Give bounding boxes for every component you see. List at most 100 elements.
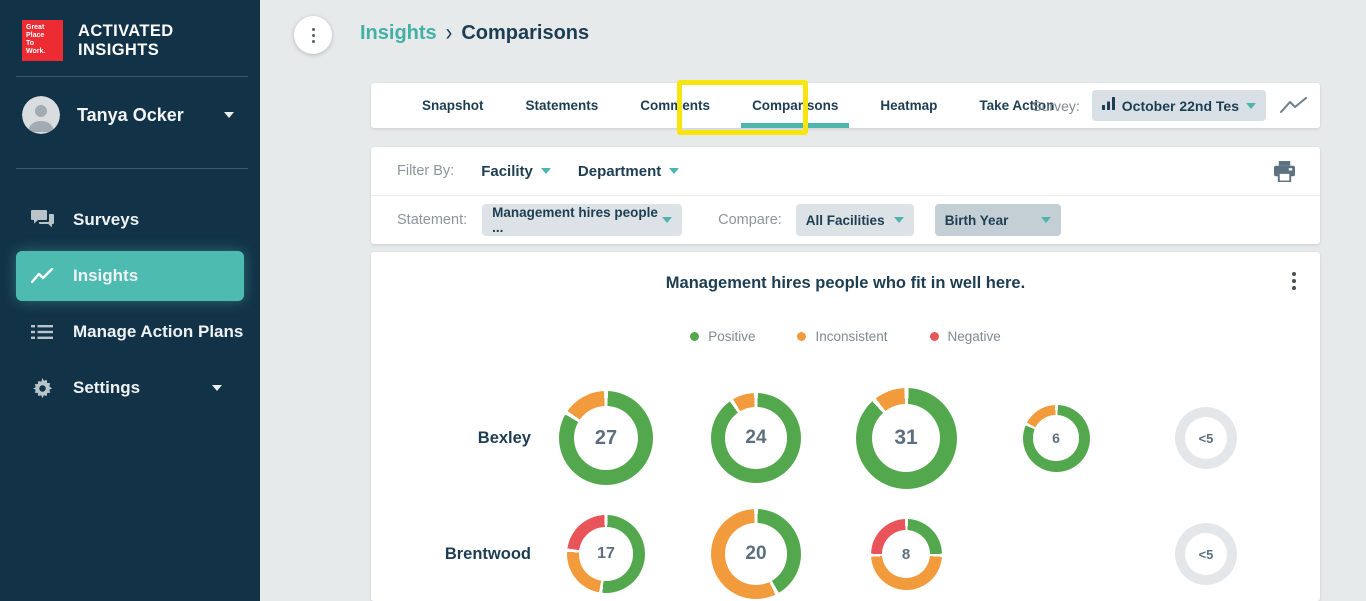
donut-chart: 31 xyxy=(855,387,957,489)
donut-chart: 24 xyxy=(711,393,801,483)
donut-value: <5 xyxy=(1198,430,1214,446)
donut-hole xyxy=(579,527,633,581)
breadcrumb-current: Comparisons xyxy=(461,22,590,44)
tab-statements[interactable]: Statements xyxy=(525,98,599,113)
row-label: Brentwood xyxy=(444,544,531,563)
donut-value: 8 xyxy=(901,545,911,563)
trend-chart-button[interactable] xyxy=(1280,97,1307,114)
donut-cell: 20 xyxy=(681,509,831,599)
department-filter-dropdown[interactable]: Department xyxy=(577,162,680,180)
gear-icon xyxy=(30,377,54,399)
donut-value: 17 xyxy=(597,545,615,562)
donut-hole xyxy=(725,523,787,585)
donut-chart: 17 xyxy=(567,515,645,593)
tab-heatmap[interactable]: Heatmap xyxy=(880,98,938,113)
divider xyxy=(16,168,248,169)
legend-label: Inconsistent xyxy=(815,329,888,344)
sidebar-nav: Surveys Insights Manage xyxy=(0,195,260,413)
filter-by-label: Filter By: xyxy=(397,163,455,179)
list-icon xyxy=(30,324,54,340)
donut-chart: 20 xyxy=(711,509,801,599)
facility-filter-dropdown[interactable]: Facility xyxy=(481,163,551,180)
donut-value: 6 xyxy=(1052,430,1060,446)
sidebar-item-settings[interactable]: Settings xyxy=(16,363,244,413)
positive-dot-icon xyxy=(690,332,700,341)
sidebar-item-label: Settings xyxy=(73,378,141,397)
sidebar: Great Place To Work. ACTIVATED INSIGHTS … xyxy=(0,0,260,601)
tab-take-action[interactable]: Take Action xyxy=(979,98,1055,113)
chevron-down-icon xyxy=(662,217,673,223)
donut-hole xyxy=(881,529,931,579)
donut-cell: 17 xyxy=(531,515,681,593)
donut-chart: <5 xyxy=(1175,523,1237,585)
donut-hole xyxy=(1184,416,1228,460)
compare-demographic-value: Birth Year xyxy=(944,212,1009,228)
donut-chart: 6 xyxy=(1022,404,1090,472)
statement-value: Management hires people ... xyxy=(492,205,658,235)
donut-cell: 31 xyxy=(831,387,981,489)
page-options-button[interactable] xyxy=(294,16,332,54)
chart-legend: Positive Inconsistent Negative xyxy=(371,329,1320,344)
negative-dot-icon xyxy=(929,332,939,341)
sidebar-item-manage-action-plans[interactable]: Manage Action Plans xyxy=(16,307,244,357)
breadcrumb-parent[interactable]: Insights xyxy=(360,22,437,44)
comparison-chart-panel: Management hires people who fit in well … xyxy=(371,252,1320,601)
inconsistent-dot-icon xyxy=(797,332,807,341)
tab-snapshot[interactable]: Snapshot xyxy=(422,98,484,113)
bar-chart-icon xyxy=(1101,96,1115,115)
legend-item-negative: Negative xyxy=(929,329,1001,344)
sidebar-item-label: Surveys xyxy=(73,210,140,229)
chevron-down-icon xyxy=(1246,102,1256,109)
legend-item-inconsistent: Inconsistent xyxy=(797,329,888,344)
statement-row: Statement: Management hires people ... C… xyxy=(371,195,1320,244)
donut-chart: <5 xyxy=(1175,407,1237,469)
survey-dropdown[interactable]: October 22nd Tes xyxy=(1091,90,1266,121)
sidebar-item-insights[interactable]: Insights xyxy=(16,251,244,301)
vertical-ellipsis-icon xyxy=(311,27,315,43)
donut-hole xyxy=(1033,415,1079,461)
legend-label: Positive xyxy=(708,329,756,344)
compare-demographic-dropdown[interactable]: Birth Year xyxy=(934,204,1061,236)
print-button[interactable] xyxy=(1273,160,1296,182)
donut-grid: Bexley 27 24 31 6 <5 Brentwood 17 20 8 <5 xyxy=(371,380,1320,601)
donut-hole xyxy=(871,403,941,473)
chart-row: Brentwood 17 20 8 <5 xyxy=(371,496,1320,601)
logo-line: Work. xyxy=(26,48,46,55)
legend-label: Negative xyxy=(947,329,1001,344)
sidebar-item-label: Manage Action Plans xyxy=(73,322,244,341)
breadcrumb-separator: › xyxy=(445,19,453,47)
sidebar-item-surveys[interactable]: Surveys xyxy=(16,195,244,245)
chart-row: Bexley 27 24 31 6 <5 xyxy=(371,380,1320,496)
donut-cell: <5 xyxy=(1131,407,1281,469)
divider xyxy=(16,76,248,77)
department-filter-label: Department xyxy=(577,162,662,180)
donut-cell: 8 xyxy=(831,518,981,590)
tab-bar: Snapshot Statements Comments Comparisons… xyxy=(371,83,1320,128)
donut-hole xyxy=(725,407,787,469)
compare-facilities-dropdown[interactable]: All Facilities xyxy=(795,204,914,236)
donut-cell: 24 xyxy=(681,393,831,483)
tab-comparisons[interactable]: Comparisons xyxy=(731,83,859,128)
legend-item-positive: Positive xyxy=(690,329,755,344)
facility-filter-label: Facility xyxy=(481,162,533,180)
donut-value: <5 xyxy=(1198,546,1214,562)
chart-menu-button[interactable] xyxy=(1288,268,1300,294)
survey-selector: Survey: October 22nd Tes xyxy=(1032,83,1307,128)
survey-value: October 22nd Tes xyxy=(1121,97,1239,114)
statement-dropdown[interactable]: Management hires people ... xyxy=(482,204,683,236)
row-label: Bexley xyxy=(477,428,531,447)
sidebar-item-label: Insights xyxy=(73,266,139,285)
survey-label: Survey: xyxy=(1032,97,1080,114)
brand-name: ACTIVATED INSIGHTS xyxy=(78,21,174,59)
brand-header: Great Place To Work. ACTIVATED INSIGHTS xyxy=(0,0,260,61)
chevron-down-icon xyxy=(212,385,222,391)
donut-cell: 27 xyxy=(531,391,681,485)
printer-icon xyxy=(1274,160,1295,182)
tab-comments[interactable]: Comments xyxy=(640,98,711,113)
chart-title: Management hires people who fit in well … xyxy=(665,274,1026,292)
filter-by-row: Filter By: Facility Department xyxy=(371,147,1320,195)
user-menu[interactable]: Tanya Ocker xyxy=(0,77,260,153)
donut-chart: 8 xyxy=(870,518,942,590)
compare-label: Compare: xyxy=(718,212,782,228)
